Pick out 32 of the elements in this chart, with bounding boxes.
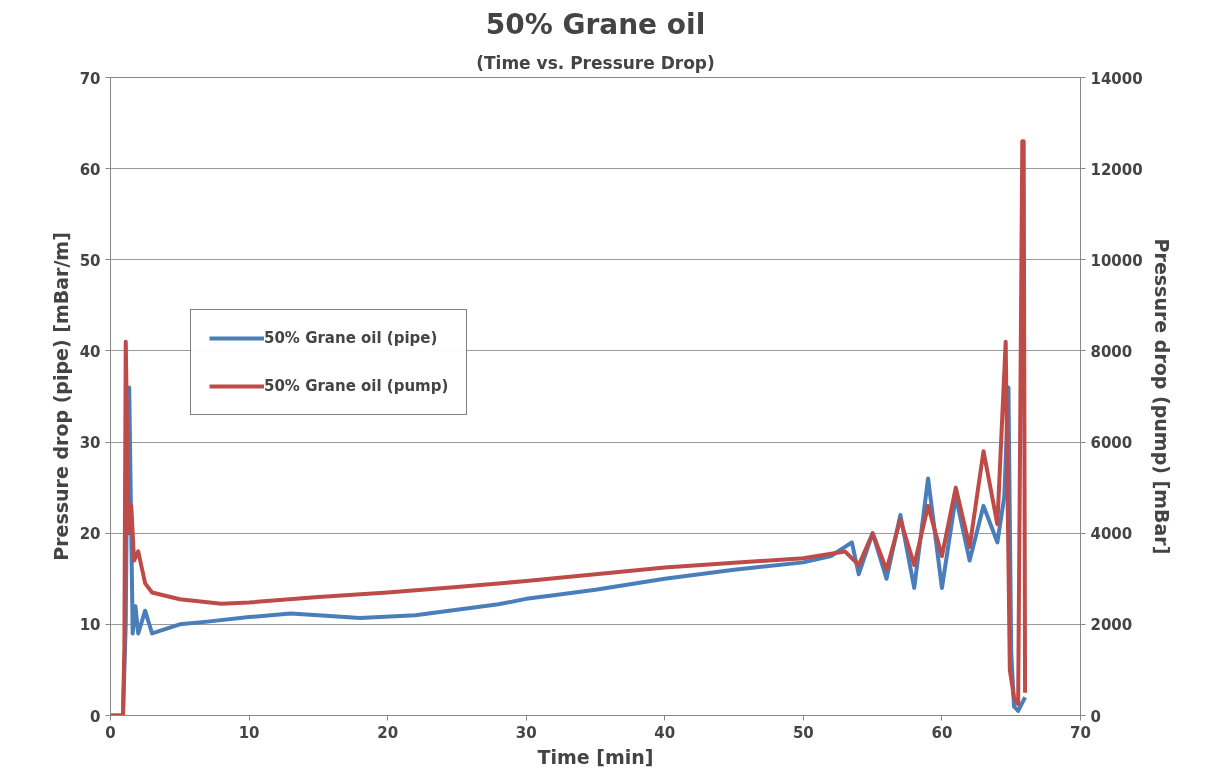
x-tick-label: 70 [1070, 723, 1091, 742]
y-tick-label: 40 [79, 342, 101, 361]
y-tick-label: 30 [79, 434, 101, 453]
chart-subtitle: (Time vs. Pressure Drop) [476, 52, 715, 73]
x-tick-label: 0 [105, 723, 116, 742]
line-series [110, 139, 1028, 716]
x-axis-title: Time [min] [537, 745, 654, 768]
y2-tick-label: 4000 [1090, 525, 1133, 544]
legend-label: 50% Grane oil (pump) [264, 377, 449, 395]
y2-tick-label: 10000 [1090, 251, 1143, 270]
y-tick-label: 50 [79, 251, 101, 270]
x-tick-label: 60 [931, 723, 953, 742]
legend-label: 50% Grane oil (pipe) [264, 329, 438, 347]
y-tick-label: 70 [79, 69, 101, 88]
chart-title: 50% Grane oil [485, 7, 706, 41]
x-tick-label: 30 [515, 723, 537, 742]
y2-tick-label: 6000 [1090, 434, 1133, 453]
x-tick-label: 20 [377, 723, 399, 742]
y2-tick-label: 0 [1090, 707, 1101, 726]
y-tick-label: 0 [90, 707, 101, 726]
y-tick-label: 10 [79, 616, 101, 635]
y-axis-title: Pressure drop (pipe) [mBar/m] [49, 232, 72, 561]
x-tick-label: 10 [238, 723, 260, 742]
y2-tick-label: 8000 [1090, 342, 1133, 361]
y2-tick-label: 14000 [1090, 69, 1143, 88]
y-tick-label: 20 [79, 525, 101, 544]
y-tick-label: 60 [79, 160, 101, 179]
x-tick-label: 50 [792, 723, 814, 742]
y2-tick-label: 2000 [1090, 616, 1133, 635]
y2-axis-title: Pressure drop (pump) [mBar] [1150, 238, 1173, 555]
y2-tick-label: 12000 [1090, 160, 1143, 179]
x-tick-label: 40 [654, 723, 676, 742]
